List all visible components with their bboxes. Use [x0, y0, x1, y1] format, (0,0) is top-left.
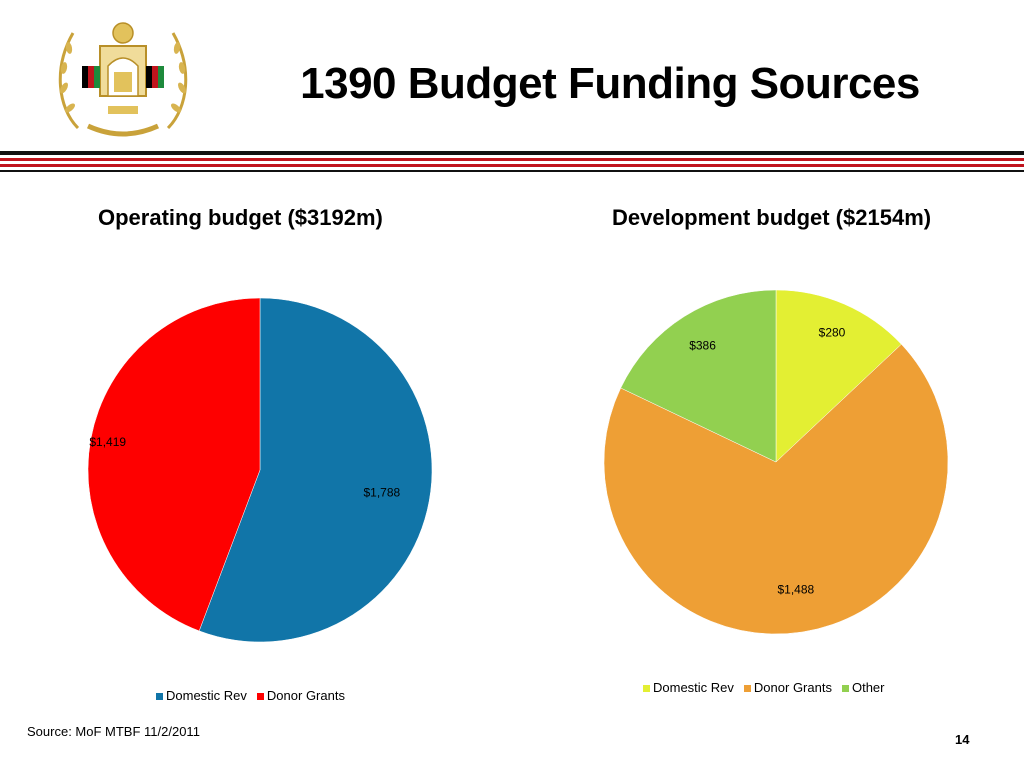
development-legend: Domestic Rev Donor Grants Other [643, 680, 894, 695]
legend-swatch [643, 685, 650, 692]
legend-label: Donor Grants [266, 688, 345, 703]
pie-slice-domestic-rev [198, 297, 433, 643]
legend-swatch [841, 685, 849, 692]
legend-swatch [156, 693, 163, 700]
pie-slice-domestic-rev [775, 289, 902, 463]
operating-pie-chart: $1,788 $1,419 [87, 297, 433, 643]
afghanistan-emblem-logo [58, 22, 188, 137]
legend-item: Donor Grants [256, 688, 345, 703]
development-chart-title: Development budget ($2154m) [612, 205, 932, 230]
pie-data-label: $280 [819, 326, 846, 340]
source-note: Source: MoF MTBF 11/2/2011 [27, 724, 200, 739]
legend-item: Domestic Rev [643, 680, 734, 695]
legend-swatch [743, 685, 751, 692]
legend-label: Other [851, 680, 885, 695]
slide-title: 1390 Budget Funding Sources [300, 59, 920, 108]
pie-data-label: $386 [689, 339, 716, 353]
legend-label: Domestic Rev [653, 680, 734, 695]
development-pie-chart: $280 $1,488 $386 [603, 289, 949, 635]
operating-chart-title: Operating budget ($3192m) [98, 205, 383, 230]
legend-item: Other [841, 680, 885, 695]
pie-data-label: $1,419 [89, 435, 126, 449]
page-number: 14 [955, 732, 970, 747]
pie-slice-donor-grants [87, 297, 261, 632]
legend-item: Domestic Rev [156, 688, 247, 703]
legend-swatch [256, 693, 264, 700]
legend-label: Donor Grants [753, 680, 832, 695]
legend-label: Domestic Rev [166, 688, 247, 703]
header-divider [0, 151, 1024, 172]
legend-item: Donor Grants [743, 680, 832, 695]
pie-slice-donor-grants [603, 343, 949, 635]
pie-data-label: $1,788 [363, 485, 400, 499]
pie-slice-other [620, 289, 777, 463]
pie-data-label: $1,488 [778, 582, 815, 596]
operating-legend: Domestic Rev Donor Grants [156, 688, 355, 703]
